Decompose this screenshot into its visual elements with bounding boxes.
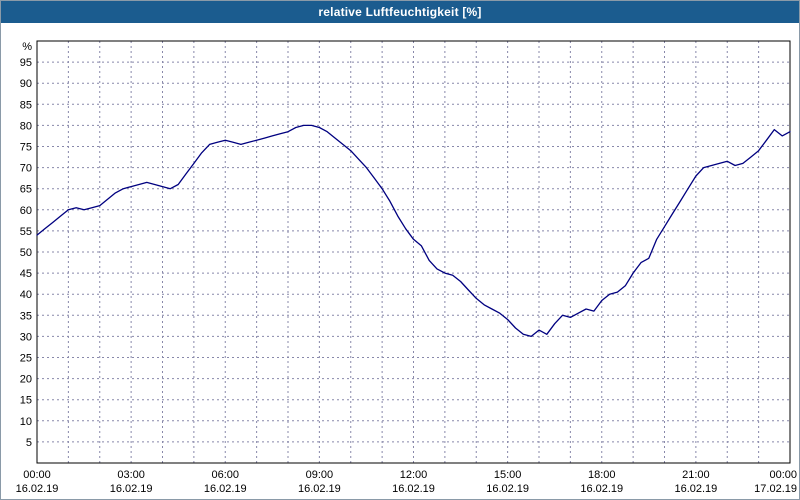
y-unit-label: % [22, 41, 32, 53]
svg-text:16.02.19: 16.02.19 [580, 483, 623, 495]
svg-text:16.02.19: 16.02.19 [16, 483, 59, 495]
svg-text:09:00: 09:00 [306, 469, 334, 481]
chart-container: 5 10 15 20 25 30 35 40 45 50 55 60 65 70 75 80 85 90 95% 00… [1, 23, 799, 499]
plot-border [36, 40, 791, 464]
chart-title: relative Luftfeuchtigkeit [%] [318, 5, 482, 19]
svg-text:03:00: 03:00 [117, 469, 145, 481]
humidity-line [36, 124, 791, 338]
svg-text:70: 70 [20, 163, 32, 175]
title-bar: relative Luftfeuchtigkeit [%] [1, 1, 799, 23]
svg-text:45: 45 [20, 268, 32, 280]
svg-text:90: 90 [20, 78, 32, 90]
svg-text:16.02.19: 16.02.19 [486, 483, 529, 495]
svg-text:25: 25 [20, 353, 32, 365]
svg-text:16.02.19: 16.02.19 [298, 483, 341, 495]
svg-text:50: 50 [20, 247, 32, 259]
svg-text:85: 85 [20, 99, 32, 111]
svg-text:16.02.19: 16.02.19 [204, 483, 247, 495]
svg-text:5: 5 [26, 437, 32, 449]
svg-text:65: 65 [20, 184, 32, 196]
humidity-chart: 5 10 15 20 25 30 35 40 45 50 55 60 65 70 75 80 85 90 95% 00… [16, 40, 797, 495]
svg-text:16.02.19: 16.02.19 [674, 483, 717, 495]
svg-text:15: 15 [20, 395, 32, 407]
svg-text:17.02.19: 17.02.19 [754, 483, 797, 495]
svg-text:00:00: 00:00 [769, 469, 797, 481]
svg-text:21:00: 21:00 [682, 469, 710, 481]
y-axis-labels: 5 10 15 20 25 30 35 40 45 50 55 60 65 70 75 80 85 90 95 [20, 57, 32, 449]
x-axis-labels: 00:00 16.02.19 03:00 16.02.19 06:00 16.02.19 0… [16, 469, 797, 495]
svg-text:75: 75 [20, 142, 32, 154]
svg-text:18:00: 18:00 [588, 469, 616, 481]
svg-text:35: 35 [20, 310, 32, 322]
svg-text:16.02.19: 16.02.19 [110, 483, 153, 495]
svg-text:16.02.19: 16.02.19 [392, 483, 435, 495]
svg-text:00:00: 00:00 [23, 469, 51, 481]
svg-text:20: 20 [20, 374, 32, 386]
svg-text:55: 55 [20, 226, 32, 238]
svg-text:10: 10 [20, 416, 32, 428]
svg-text:60: 60 [20, 205, 32, 217]
svg-text:12:00: 12:00 [400, 469, 428, 481]
svg-text:15:00: 15:00 [494, 469, 522, 481]
svg-text:30: 30 [20, 331, 32, 343]
svg-text:80: 80 [20, 120, 32, 132]
svg-text:95: 95 [20, 57, 32, 69]
gridlines [37, 41, 790, 463]
svg-text:06:00: 06:00 [211, 469, 239, 481]
svg-text:40: 40 [20, 289, 32, 301]
